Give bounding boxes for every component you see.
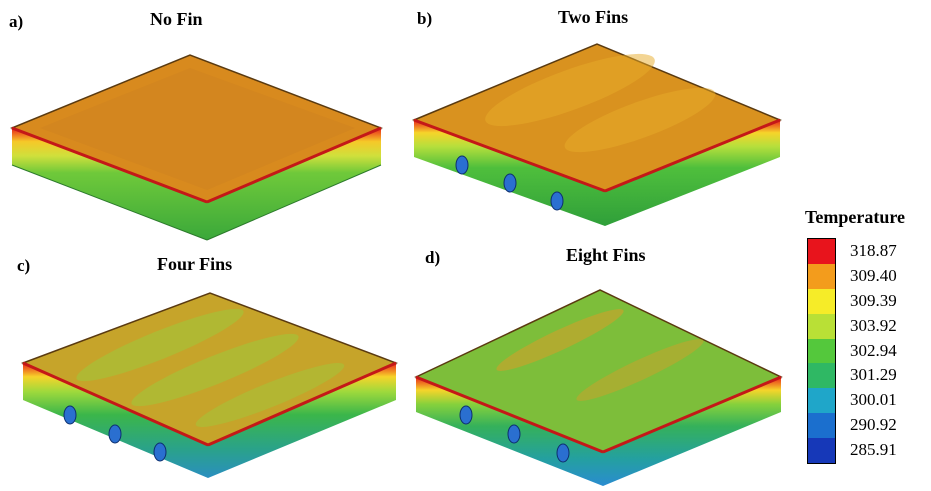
- panel-b-letter: b): [417, 9, 433, 28]
- legend-tick-label: 309.39: [850, 290, 897, 310]
- legend-swatch: [808, 288, 835, 314]
- fin-icon: [63, 405, 167, 462]
- panel-a-letter: a): [9, 12, 24, 31]
- panel-d-title: Eight Fins: [566, 245, 646, 265]
- legend-swatch: [808, 388, 835, 414]
- legend-swatch: [808, 338, 835, 364]
- legend-swatch: [808, 438, 835, 463]
- legend-swatch: [808, 263, 835, 289]
- legend-tick-label: 318.87: [850, 241, 897, 260]
- fin-icon: [455, 155, 564, 211]
- legend-tick-label: 301.29: [850, 365, 897, 385]
- legend-swatch: [808, 313, 835, 339]
- panel-a-title: No Fin: [150, 9, 203, 29]
- legend-swatch: [808, 239, 835, 264]
- legend-tick-label: 285.91: [850, 440, 897, 460]
- fin-icon: [459, 405, 570, 463]
- panel-b-title: Two Fins: [558, 7, 629, 27]
- panel-d-letter: d): [425, 248, 441, 267]
- legend-tick-label: 309.40: [850, 265, 897, 285]
- legend-tick-label: 290.92: [850, 415, 897, 435]
- legend-swatch: [808, 363, 835, 389]
- panel-c-letter: c): [17, 256, 31, 275]
- legend-color-bar: [807, 238, 836, 464]
- legend-tick-label: 303.92: [850, 315, 897, 335]
- legend-swatch: [808, 413, 835, 439]
- panel-c-title: Four Fins: [157, 254, 233, 274]
- legend-title: Temperature: [805, 207, 905, 227]
- legend-tick-label: 300.01: [850, 390, 897, 410]
- legend-tick-label: 302.94: [850, 340, 897, 360]
